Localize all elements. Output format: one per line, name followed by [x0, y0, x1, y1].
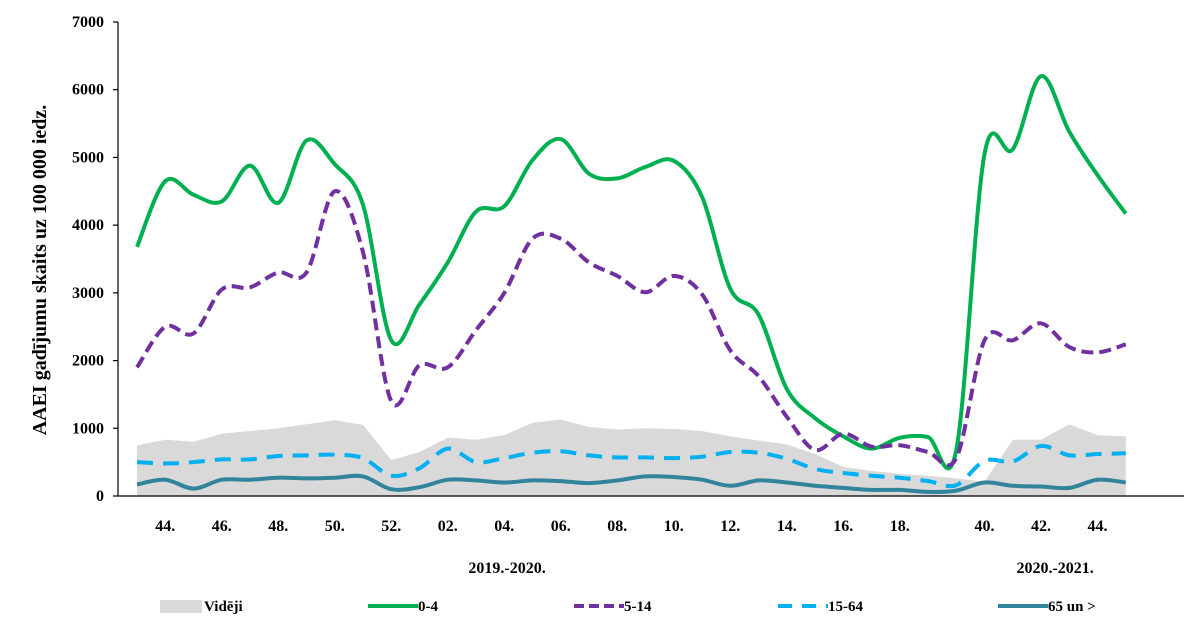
- y-tick-label: 1000: [72, 420, 104, 437]
- x-tick-label: 06.: [551, 518, 571, 535]
- x-tick-label: 42.: [1031, 518, 1051, 535]
- y-tick-label: 4000: [72, 217, 104, 234]
- x-tick-label: 16.: [833, 518, 853, 535]
- x-tick-label: 40.: [975, 518, 995, 535]
- axes: [118, 22, 1184, 496]
- x-tick-label: 46.: [212, 518, 232, 535]
- season-label: 2019.-2020.: [468, 560, 545, 577]
- y-tick-label: 3000: [72, 285, 104, 302]
- x-tick-label: 04.: [494, 518, 514, 535]
- x-tick-label: 10.: [664, 518, 684, 535]
- y-tick-label: 5000: [72, 149, 104, 166]
- legend-label: Vidēji: [204, 599, 243, 615]
- x-tick-label: 02.: [438, 518, 458, 535]
- x-tick-label: 14.: [777, 518, 797, 535]
- legend-label: 5-14: [624, 599, 652, 615]
- legend-label: 15-64: [828, 599, 863, 615]
- y-tick-label: 7000: [72, 14, 104, 31]
- y-axis-label: AAEI gadījumu skaits uz 100 000 iedz.: [29, 105, 51, 436]
- x-tick-label: 50.: [325, 518, 345, 535]
- y-tick-label: 2000: [72, 353, 104, 370]
- y-ticks: 0 1000 2000 3000 4000 5000 6000 7000: [72, 14, 118, 505]
- x-tick-label: 44.: [155, 518, 175, 535]
- legend-item: 65 un >: [998, 599, 1096, 615]
- legend-label: 0-4: [418, 599, 438, 615]
- legend-item: 0-4: [368, 599, 438, 615]
- legend: Vidēji 0-4 5-14 15-64 65 un >: [160, 599, 1096, 615]
- x-tick-label: 12.: [720, 518, 740, 535]
- y-tick-label: 6000: [72, 82, 104, 99]
- y-tick-label: 0: [96, 488, 104, 505]
- x-tick-label: 18.: [890, 518, 910, 535]
- legend-label: 65 un >: [1048, 599, 1096, 615]
- legend-item: 5-14: [574, 599, 652, 615]
- legend-item: Vidēji: [160, 599, 243, 615]
- x-tick-label: 48.: [268, 518, 288, 535]
- x-tick-label: 08.: [607, 518, 627, 535]
- x-tick-label: 52.: [381, 518, 401, 535]
- x-ticks: 44. 46. 48. 50. 52. 02. 04. 06. 08. 10. 12. 14. 16. 1…: [155, 518, 1107, 535]
- legend-swatch: [160, 600, 202, 613]
- season-label: 2020.-2021.: [1016, 560, 1093, 577]
- season-labels: 2019.-2020. 2020.-2021.: [468, 560, 1093, 577]
- legend-item: 15-64: [778, 599, 863, 615]
- x-tick-label: 44.: [1088, 518, 1108, 535]
